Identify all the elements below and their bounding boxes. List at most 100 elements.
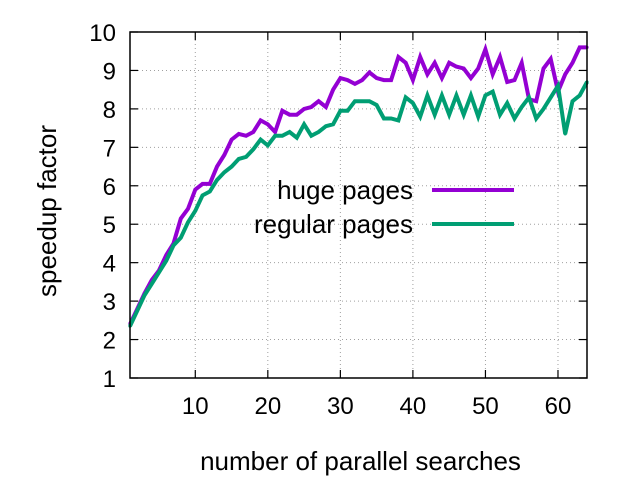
- data-point: [433, 61, 437, 65]
- data-point: [505, 80, 509, 84]
- data-point: [411, 101, 415, 105]
- data-point: [302, 107, 306, 111]
- data-point: [346, 78, 350, 82]
- data-point: [578, 93, 582, 97]
- data-point: [505, 101, 509, 105]
- x-tick-label: 60: [545, 393, 572, 420]
- data-point: [476, 115, 480, 119]
- data-point: [454, 93, 458, 97]
- data-point: [447, 61, 451, 65]
- data-point: [534, 116, 538, 121]
- plot-frame: [129, 31, 588, 379]
- data-point: [186, 220, 190, 224]
- axis-ticks: 10 20 30 40 50 60 1 2 3 4 5 6 7 8 9 10: [89, 20, 587, 420]
- data-point: [360, 99, 364, 103]
- data-point: [520, 61, 524, 65]
- data-point: [418, 55, 422, 59]
- data-point: [389, 116, 393, 121]
- data-point: [280, 109, 284, 113]
- data-point: [288, 113, 292, 117]
- data-point: [208, 182, 212, 186]
- data-point: [425, 72, 429, 76]
- data-point: [425, 93, 429, 97]
- data-point: [396, 118, 400, 122]
- data-point: [404, 61, 408, 65]
- data-point: [150, 282, 154, 286]
- y-tick-label: 6: [103, 174, 116, 201]
- data-point: [498, 55, 502, 59]
- series-lines: [128, 42, 589, 328]
- data-point: [222, 153, 226, 157]
- data-point: [135, 309, 139, 313]
- legend: huge pages regular pages: [254, 175, 514, 239]
- data-point: [346, 109, 350, 113]
- data-point: [273, 134, 277, 138]
- data-point: [556, 84, 560, 88]
- data-point: [389, 78, 393, 82]
- x-tick-label: 10: [182, 393, 209, 420]
- grid: [130, 32, 587, 378]
- data-point: [186, 207, 190, 211]
- x-axis-title: number of parallel searches: [200, 446, 521, 476]
- data-point: [549, 95, 553, 99]
- y-tick-label: 7: [103, 135, 116, 162]
- data-point: [338, 76, 342, 80]
- y-tick-label: 4: [103, 251, 116, 278]
- data-point: [157, 270, 161, 274]
- data-point: [491, 90, 495, 94]
- x-tick-label: 50: [472, 393, 499, 420]
- data-point: [309, 134, 313, 138]
- data-point: [215, 178, 219, 182]
- y-tick-label: 10: [89, 20, 116, 47]
- data-point: [563, 132, 567, 136]
- data-point: [433, 113, 437, 117]
- data-point: [498, 113, 502, 117]
- data-point: [512, 78, 517, 82]
- data-point: [375, 76, 379, 80]
- data-point: [469, 93, 473, 97]
- data-point: [251, 147, 255, 151]
- data-point: [411, 78, 415, 82]
- y-tick-label: 1: [103, 366, 116, 393]
- data-point: [353, 82, 357, 86]
- data-point: [302, 122, 306, 126]
- data-point: [142, 293, 147, 297]
- data-point: [353, 99, 357, 103]
- data-point: [179, 216, 183, 221]
- data-point: [317, 130, 321, 134]
- data-point: [541, 107, 546, 111]
- data-point: [563, 72, 567, 76]
- data-point: [222, 170, 226, 174]
- data-point: [520, 105, 524, 109]
- data-point: [549, 57, 553, 61]
- data-point: [295, 113, 299, 117]
- data-point: [266, 122, 270, 126]
- y-tick-label: 2: [103, 328, 116, 355]
- series-line-1: [128, 80, 589, 327]
- data-point: [483, 47, 487, 51]
- series-line-0: [128, 42, 587, 326]
- y-tick-label: 3: [103, 289, 116, 316]
- data-point: [273, 130, 277, 134]
- data-point: [193, 209, 197, 213]
- data-point: [280, 134, 284, 138]
- data-point: [230, 165, 234, 169]
- data-point: [237, 132, 241, 136]
- x-tick-label: 30: [327, 393, 354, 420]
- data-point: [171, 243, 176, 247]
- data-point: [570, 61, 575, 65]
- y-axis-title: speedup factor: [32, 125, 62, 297]
- data-point: [512, 116, 517, 121]
- data-point: [317, 99, 321, 103]
- data-point: [404, 95, 408, 99]
- data-point: [462, 113, 466, 117]
- legend-label: regular pages: [254, 209, 413, 239]
- legend-label: huge pages: [277, 175, 413, 205]
- data-point: [200, 182, 205, 186]
- data-point: [244, 134, 248, 138]
- data-point: [200, 193, 205, 197]
- data-point: [483, 93, 487, 97]
- data-point: [469, 76, 473, 80]
